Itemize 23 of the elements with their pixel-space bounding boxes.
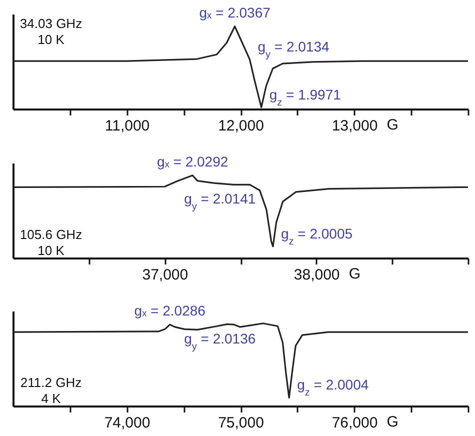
annotation: g$_{z}$ = 2.0004 — [297, 376, 369, 398]
x-tick-label: 38,000 — [294, 266, 340, 284]
x-tick-label: 12,000 — [218, 118, 264, 134]
annotation: g$_{y}$ = 2.0141 — [184, 190, 256, 212]
x-axis-title: G — [348, 266, 361, 282]
annotation: gₓ = 2.0367 — [199, 4, 271, 20]
annotation: g$_{y}$ = 2.0134 — [258, 38, 330, 60]
annotation: g$_{z}$ = 1.9971 — [269, 86, 342, 108]
annotation: 211.2 GHz 4 K — [20, 375, 82, 406]
x-tick-label: 13,000 — [332, 118, 378, 134]
x-axis-title: G — [386, 116, 398, 134]
x-tick-label: 11,000 — [104, 118, 150, 134]
x-tick-label: 76,000 — [332, 414, 378, 432]
annotation: 34.03 GHz 10 K — [20, 16, 82, 47]
annotation: g$_{y}$ = 2.0136 — [184, 330, 256, 352]
annotation: g$_{z}$ = 2.0005 — [280, 225, 353, 247]
x-tick-label: 75,000 — [218, 414, 264, 432]
annotation: 105.6 GHz 10 K — [20, 227, 82, 258]
x-axis-title: G — [386, 414, 398, 430]
x-tick-label: 37,000 — [142, 266, 188, 284]
x-tick-label: 74,000 — [104, 414, 150, 432]
annotation: gₓ = 2.0292 — [156, 153, 228, 170]
annotation: gₓ = 2.0286 — [134, 302, 206, 319]
